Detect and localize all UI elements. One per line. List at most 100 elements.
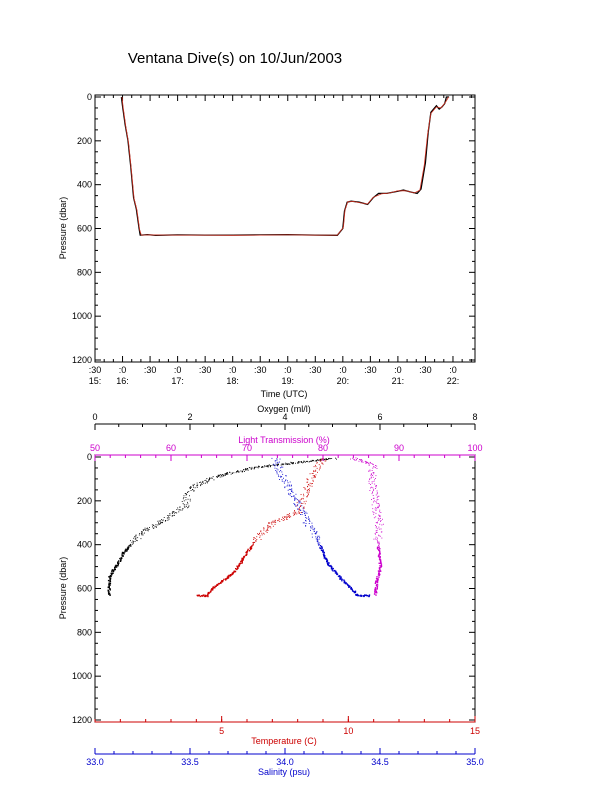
profile-point	[297, 508, 299, 510]
time-plot-series-1	[121, 96, 449, 236]
profile-point	[108, 584, 110, 586]
profile-point	[343, 580, 346, 582]
profile-point	[213, 587, 216, 589]
profile-point	[192, 489, 194, 490]
profile-point	[275, 462, 277, 464]
profile-point	[246, 469, 248, 471]
profile-point	[168, 517, 170, 518]
profile-point	[320, 549, 323, 551]
profile-point	[114, 568, 116, 571]
profile-point	[322, 551, 324, 553]
profile-point	[316, 460, 318, 461]
profile-point	[258, 466, 260, 467]
profile-point	[303, 507, 305, 509]
profile-point	[276, 473, 278, 475]
profile-point	[305, 520, 307, 522]
profile-point	[368, 594, 371, 596]
profile-point	[233, 472, 235, 474]
profile-point	[246, 468, 248, 470]
profile-point	[294, 513, 296, 515]
profile-point	[327, 459, 329, 460]
time-plot-xtick-minute: :30	[144, 365, 157, 375]
profile-point	[126, 550, 128, 552]
profile-point	[255, 540, 257, 542]
profile-point	[288, 515, 290, 517]
profile-point	[132, 541, 134, 543]
profile-point	[281, 466, 282, 468]
profile-point	[222, 580, 224, 582]
profile-point	[117, 565, 119, 567]
profile-point	[377, 570, 380, 572]
profile-point	[285, 463, 287, 465]
profile-point	[253, 468, 255, 470]
profile-point	[311, 522, 313, 524]
profile-point	[370, 484, 371, 485]
profile-point	[311, 477, 313, 479]
profile-point	[218, 475, 220, 476]
profile-point	[296, 502, 298, 504]
profile-point	[302, 461, 304, 463]
profile-point	[361, 460, 363, 462]
profile-point	[380, 563, 383, 565]
profile-point	[372, 495, 374, 496]
profile-point	[376, 508, 378, 510]
profile-point	[175, 512, 177, 513]
profile-point	[193, 490, 195, 492]
profile-point	[238, 564, 241, 567]
profile-point	[141, 531, 142, 533]
profile-point	[323, 553, 325, 556]
profile-point	[362, 461, 364, 463]
profile-point	[134, 538, 136, 540]
profile-point	[253, 539, 255, 540]
profile-point	[375, 580, 377, 582]
profile-point	[263, 533, 265, 535]
profile-point	[328, 458, 329, 459]
profile-point	[285, 464, 287, 465]
profile-point	[111, 572, 113, 575]
profile-point	[290, 489, 291, 491]
profile-point	[245, 469, 247, 471]
profile-point	[133, 541, 134, 543]
profile-point	[168, 515, 169, 517]
profile-point	[306, 517, 308, 519]
profile-point	[300, 502, 302, 504]
profile-point	[291, 484, 292, 486]
profile-point	[182, 508, 184, 509]
profile-point	[262, 466, 263, 468]
profile-point	[372, 475, 373, 476]
profile-point	[261, 534, 263, 536]
profile-point	[252, 544, 254, 545]
profile-point	[318, 535, 320, 537]
light_transmission-axis-tick-label: 100	[467, 443, 482, 453]
profile-point	[309, 490, 310, 492]
profile-point	[108, 592, 111, 595]
profile-point	[302, 497, 304, 499]
profile-point	[313, 476, 315, 477]
profile-point	[121, 553, 123, 555]
salinity-axis-tick-label: 35.0	[466, 757, 484, 767]
profile-point	[368, 470, 369, 472]
time-plot-ytick-label: 600	[77, 224, 92, 234]
profile-point	[226, 576, 229, 578]
profile-point	[306, 481, 308, 483]
profile-point	[237, 567, 239, 569]
profile-point	[291, 491, 292, 492]
profile-point	[357, 594, 359, 596]
profile-point	[286, 514, 288, 515]
profile-point	[378, 541, 380, 543]
profile-series-light_transmission	[350, 457, 384, 596]
profile-point	[271, 523, 273, 525]
profile-point	[167, 519, 169, 521]
profile-point	[226, 473, 228, 475]
profile-point	[380, 565, 383, 567]
profile-point	[318, 469, 320, 471]
time-plot-xtick-minute: :30	[254, 365, 267, 375]
profile-series-salinity	[271, 457, 371, 598]
profile-point	[258, 534, 259, 535]
profile-point	[270, 527, 272, 529]
profile-point	[375, 478, 376, 479]
profile-point	[282, 464, 284, 466]
profile-point	[235, 472, 237, 474]
time-plot-xtick-minute: :30	[199, 365, 212, 375]
profile-point	[185, 494, 187, 496]
